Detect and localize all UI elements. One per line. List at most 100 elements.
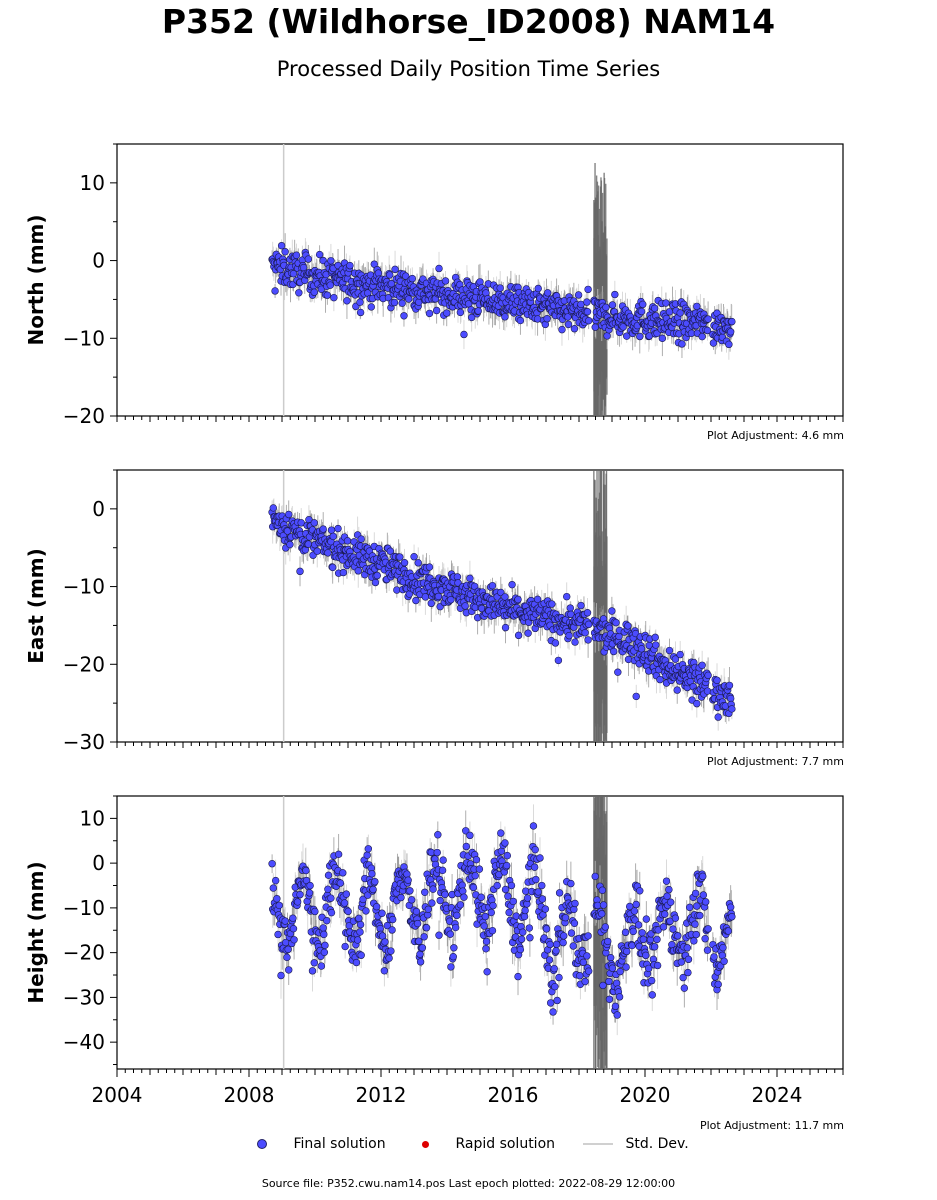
- height-data-point: [320, 948, 329, 957]
- height-data-point: [571, 899, 579, 908]
- height-data-point: [317, 962, 326, 970]
- height-data-point: [538, 881, 546, 890]
- height-y-tick-label: −30: [63, 985, 105, 1009]
- height-data-point: [503, 861, 511, 870]
- north-data-point: [496, 284, 504, 292]
- x-tick-label: 2004: [92, 1083, 143, 1107]
- east-data-point: [714, 713, 722, 721]
- height-data-point: [663, 892, 671, 900]
- east-data-point: [676, 650, 684, 659]
- height-data-point: [691, 889, 700, 898]
- height-data-point: [526, 934, 534, 942]
- east-data-point: [427, 599, 435, 608]
- east-data-point: [551, 639, 560, 647]
- north-data-point: [443, 309, 451, 317]
- legend-rapid-label: Rapid solution: [455, 1136, 556, 1152]
- height-data-point: [529, 822, 538, 830]
- height-data-point: [488, 926, 497, 935]
- east-data-point: [396, 553, 404, 561]
- north-data-point: [326, 281, 335, 289]
- height-data-point: [403, 870, 411, 878]
- height-data-point: [726, 903, 735, 911]
- east-data-point: [548, 600, 556, 608]
- height-data-point: [352, 958, 361, 967]
- north-data-point: [534, 284, 542, 293]
- east-data-point: [334, 524, 342, 533]
- height-data-point: [481, 912, 490, 921]
- height-data-point: [605, 995, 614, 1003]
- height-data-point: [605, 977, 613, 986]
- height-data-point: [550, 964, 558, 973]
- height-data-point: [413, 919, 422, 928]
- height-data-point: [606, 954, 615, 962]
- height-data-point: [724, 927, 732, 935]
- north-data-point: [295, 289, 303, 297]
- height-data-point: [324, 871, 333, 880]
- east-data-point: [524, 629, 532, 637]
- height-data-point: [549, 1008, 557, 1016]
- north-data-point: [619, 323, 627, 331]
- east-y-tick-label: 0: [92, 497, 105, 521]
- height-data-point: [277, 971, 285, 980]
- height-data-point: [720, 957, 728, 965]
- height-data-point: [381, 938, 389, 946]
- north-data-point: [271, 287, 279, 295]
- height-data-point: [591, 872, 599, 881]
- east-data-point: [652, 641, 660, 649]
- east-data-point: [566, 604, 574, 612]
- height-data-point: [493, 881, 501, 890]
- east-data-point: [296, 567, 304, 576]
- height-data-point: [623, 947, 631, 956]
- east-data-point: [563, 592, 571, 601]
- height-data-point: [622, 963, 630, 971]
- height-data-point: [460, 893, 468, 901]
- north-data-point: [658, 334, 667, 343]
- height-data-point: [702, 898, 710, 906]
- east-data-point: [693, 699, 701, 708]
- height-data-point: [696, 911, 704, 920]
- height-data-point: [274, 930, 282, 939]
- height-data-point: [555, 889, 564, 897]
- height-data-point: [613, 1011, 621, 1019]
- north-data-point: [611, 290, 619, 299]
- height-data-point: [385, 954, 393, 962]
- east-y-tick-label: −30: [63, 730, 105, 754]
- height-data-point: [323, 916, 331, 925]
- height-data-point: [693, 902, 701, 910]
- east-data-point: [327, 526, 336, 534]
- east-data-point: [286, 540, 294, 549]
- height-data-point: [570, 905, 578, 914]
- north-data-point: [292, 251, 301, 259]
- height-y-tick-label: 10: [80, 806, 105, 830]
- height-data-point: [497, 829, 505, 837]
- north-data-point: [650, 304, 659, 313]
- height-data-point: [306, 881, 314, 890]
- height-data-point: [310, 959, 318, 967]
- east-data-point: [571, 638, 579, 646]
- height-data-point: [364, 845, 373, 853]
- x-tick-label: 2016: [488, 1083, 539, 1107]
- north-data-point: [456, 308, 465, 317]
- east-data-point: [577, 601, 585, 610]
- height-data-point: [321, 941, 329, 950]
- height-data-point: [719, 943, 727, 952]
- height-data-point: [483, 968, 491, 976]
- height-data-point: [532, 875, 540, 884]
- north-data-point: [304, 255, 313, 263]
- north-data-point: [346, 261, 354, 270]
- height-data-point: [509, 897, 517, 906]
- height-data-point: [450, 944, 458, 952]
- x-tick-label: 2012: [356, 1083, 407, 1107]
- height-data-point: [710, 953, 718, 961]
- height-data-point: [567, 879, 575, 888]
- height-data-point: [567, 929, 576, 937]
- east-data-point: [354, 567, 362, 575]
- height-data-point: [560, 932, 568, 940]
- east-data-point: [400, 559, 409, 567]
- height-data-point: [546, 999, 555, 1007]
- height-data-point: [598, 910, 606, 918]
- height-data-point: [363, 851, 371, 859]
- height-data-point: [642, 951, 650, 960]
- height-data-point: [546, 940, 554, 949]
- north-data-point: [432, 306, 441, 315]
